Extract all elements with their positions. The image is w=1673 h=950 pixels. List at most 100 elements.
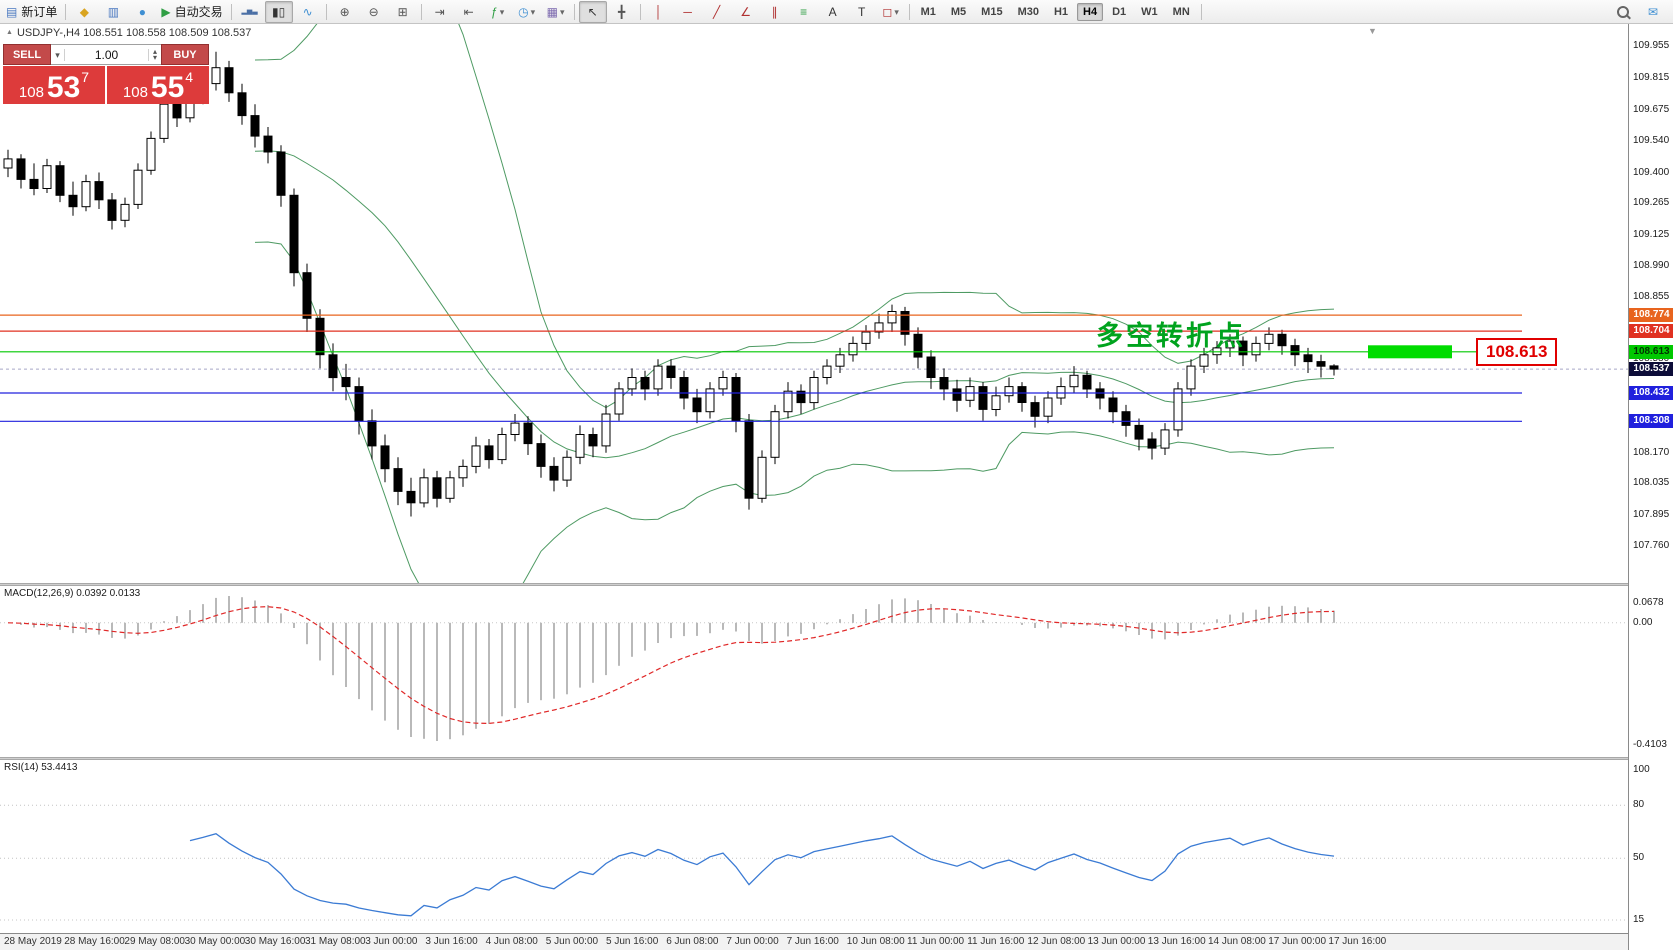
timeframe-button-m15[interactable]: M15 (975, 3, 1008, 21)
price-callout-label[interactable]: 108.613 (1476, 337, 1558, 366)
chart-shift-icon[interactable]: ⇤ (455, 1, 483, 23)
panel-separator[interactable] (0, 583, 1673, 586)
equidistant-channel-icon[interactable]: ∥ (761, 1, 789, 23)
zoom-out-icon[interactable]: ⊖ (360, 1, 388, 23)
price-tick: 108.580 (1633, 353, 1670, 365)
indicators-dropdown[interactable]: ƒ (484, 1, 512, 23)
label-icon[interactable]: T (848, 1, 876, 23)
price-tag-108.308: 108.308 (1629, 414, 1673, 429)
volume-spinner-icon[interactable] (148, 48, 161, 61)
line-chart-icon[interactable]: ∿ (294, 1, 322, 23)
text-icon[interactable]: A (819, 1, 847, 23)
horizontal-line-icon[interactable]: ─ (674, 1, 702, 23)
periods-dropdown[interactable]: ◷ (513, 1, 541, 23)
fibonacci-icon[interactable]: ≡ (790, 1, 818, 23)
macd-panel[interactable]: MACD(12,26,9) 0.0392 0.0133 (0, 586, 1628, 757)
navigator-icon[interactable]: ● (128, 1, 156, 23)
vertical-line-icon[interactable]: │ (645, 1, 673, 23)
time-axis[interactable]: 28 May 2019 28 May 16:00 29 May 08:00 30 Ma… (0, 933, 1628, 950)
time-label: 28 May 2019 (4, 936, 62, 947)
buy-price-pips: 55 (150, 71, 185, 105)
price-tick: 107.895 (1633, 509, 1670, 521)
panel-separator[interactable] (0, 757, 1673, 760)
bar-chart-icon[interactable]: ▂▅▃ (236, 1, 264, 23)
scroll-to-end-marker[interactable] (1368, 25, 1377, 37)
grid-icon[interactable]: ⊞ (389, 1, 417, 23)
new-order-button[interactable]: ▤ 新订单 (2, 1, 61, 23)
price-tick: 108.035 (1633, 477, 1670, 489)
chat-icon[interactable]: ✉ (1639, 1, 1667, 23)
autotrading-glyph: ▶ (161, 4, 171, 19)
auto-scroll-glyph: ⇥ (434, 4, 445, 19)
time-label: 7 Jun 16:00 (786, 936, 839, 947)
candlestick-chart-glyph: ▮▯ (272, 4, 286, 19)
dropdown-caret-icon (529, 6, 536, 18)
price-tick: 109.265 (1633, 197, 1670, 209)
candlestick-chart-icon[interactable]: ▮▯ (264, 0, 293, 23)
toolbar-right-group: ✉ (1609, 1, 1671, 23)
time-label: 6 Jun 08:00 (666, 936, 719, 947)
chart-annotation-text[interactable]: 多空转折点 (1096, 320, 1246, 351)
cursor-icon[interactable]: ↖ (578, 0, 607, 23)
angle-trendline-icon[interactable]: ∠ (732, 1, 760, 23)
sell-button[interactable]: SELL (3, 44, 51, 65)
toolbar-separator (65, 3, 67, 20)
timeframe-button-m1[interactable]: M1 (915, 3, 942, 21)
buy-price-handle: 108 (122, 83, 148, 101)
line-chart-glyph: ∿ (302, 4, 313, 19)
timeframe-button-h1[interactable]: H1 (1048, 3, 1074, 21)
sell-price-display[interactable]: 108 53 7 (3, 66, 105, 104)
time-label: 28 May 16:00 (64, 936, 125, 947)
rsi-tick: 50 (1633, 852, 1645, 864)
price-tick: 109.540 (1633, 134, 1670, 146)
macd-chart[interactable] (0, 586, 1628, 757)
shapes-dropdown[interactable]: ◻ (877, 1, 905, 23)
timeframe-button-m30[interactable]: M30 (1012, 3, 1045, 21)
time-label: 4 Jun 08:00 (485, 936, 538, 947)
price-axis[interactable]: 109.955 109.815 109.675 109.540 109.400 109.2… (1628, 24, 1673, 950)
trendline-icon[interactable]: ╱ (703, 1, 731, 23)
toolbar-separator (908, 3, 910, 20)
chart-header: USDJPY-,H4 108.551 108.558 108.509 108.5… (6, 27, 251, 39)
timeframe-button-d1[interactable]: D1 (1106, 3, 1132, 21)
timeframe-button-m5[interactable]: M5 (945, 3, 972, 21)
dropdown-caret-icon (892, 6, 899, 18)
sell-price-point: 7 (81, 69, 90, 85)
macd-tick: -0.4103 (1633, 739, 1667, 751)
dropdown-caret-icon (498, 6, 505, 18)
main-chart-panel[interactable]: USDJPY-,H4 108.551 108.558 108.509 108.5… (0, 24, 1628, 583)
search-icon[interactable] (1609, 1, 1637, 23)
price-tag-108.432: 108.432 (1629, 386, 1673, 401)
autotrading-button[interactable]: ▶ 自动交易 (157, 1, 226, 23)
time-label: 17 Jun 16:00 (1328, 936, 1387, 947)
rsi-panel[interactable]: RSI(14) 53.4413 (0, 760, 1628, 933)
chart-shift-glyph: ⇤ (463, 4, 474, 19)
volume-input[interactable] (65, 46, 148, 63)
timeframe-button-mn[interactable]: MN (1167, 3, 1196, 21)
timeframe-button-h4[interactable]: H4 (1077, 2, 1104, 21)
time-label: 30 May 16:00 (244, 936, 306, 947)
magnifier-glyph (1617, 5, 1629, 18)
market-watch-icon[interactable]: ◆ (70, 1, 98, 23)
buy-price-display[interactable]: 108 55 4 (107, 66, 209, 104)
price-tick: 109.955 (1633, 40, 1670, 52)
volume-dropdown-icon[interactable] (51, 48, 65, 61)
price-tick: 108.170 (1633, 446, 1670, 458)
time-label: 7 Jun 00:00 (726, 936, 779, 947)
timeframe-button-w1[interactable]: W1 (1135, 3, 1164, 21)
rsi-chart[interactable] (0, 760, 1628, 933)
candlestick-chart[interactable] (0, 24, 1628, 583)
templates-dropdown[interactable]: ▦ (542, 1, 570, 23)
periods-glyph: ◷ (518, 4, 529, 19)
toolbar-separator (639, 3, 641, 20)
auto-scroll-icon[interactable]: ⇥ (426, 1, 454, 23)
chart-header-text: USDJPY-,H4 108.551 108.558 108.509 108.5… (16, 27, 252, 39)
grid-glyph: ⊞ (397, 4, 408, 19)
crosshair-icon[interactable]: ╋ (608, 1, 636, 23)
chat-glyph: ✉ (1647, 4, 1659, 19)
data-window-icon[interactable]: ▥ (99, 1, 127, 23)
buy-button[interactable]: BUY (161, 44, 209, 65)
zoom-in-icon[interactable]: ⊕ (331, 1, 359, 23)
rsi-label: RSI(14) 53.4413 (4, 762, 78, 773)
price-tick: 107.760 (1633, 540, 1670, 552)
